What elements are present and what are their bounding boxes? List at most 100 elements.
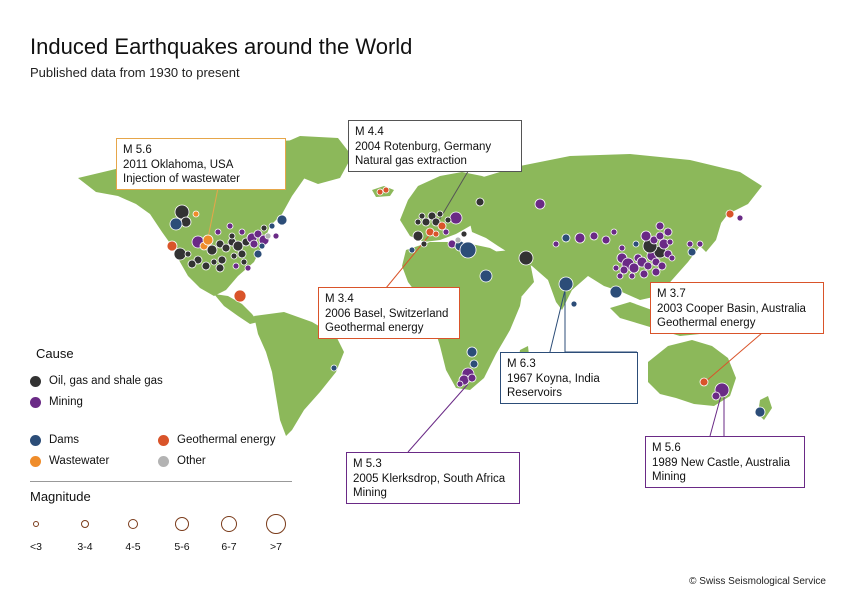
earthquake-marker — [534, 198, 546, 210]
earthquake-marker — [655, 231, 665, 241]
earthquake-marker — [444, 216, 452, 224]
earthquake-marker — [431, 217, 441, 227]
earthquake-marker — [169, 217, 183, 231]
legend-geothermal: Geothermal energy — [158, 434, 275, 446]
magnitude-circle-5-6 — [175, 517, 189, 531]
earthquake-marker — [193, 255, 203, 265]
legend-mining: Mining — [30, 396, 83, 408]
earthquake-marker — [427, 211, 437, 221]
earthquake-marker — [668, 254, 676, 262]
leader-cooper — [704, 332, 763, 383]
south-america-landmass — [254, 312, 344, 436]
legend-oil-gas-label: Oil, gas and shale gas — [49, 375, 163, 387]
earthquake-marker — [180, 216, 192, 228]
legend-dams-swatch — [30, 434, 41, 446]
earthquake-marker — [217, 255, 227, 265]
legend-divider — [30, 481, 292, 482]
uk-landmass — [408, 198, 420, 222]
earthquake-marker — [376, 188, 384, 196]
earthquake-marker — [237, 249, 247, 259]
earthquake-marker — [651, 267, 661, 277]
earthquake-marker — [258, 242, 266, 250]
earthquake-marker — [561, 233, 571, 243]
map-subtitle: Published data from 1930 to present — [30, 65, 240, 80]
earthquake-marker — [244, 264, 252, 272]
earthquake-marker — [552, 240, 560, 248]
earthquake-marker — [166, 240, 178, 252]
callout-oklahoma-event: 2011 Oklahoma, USA — [123, 158, 234, 171]
copyright-notice: © Swiss Seismological Service — [689, 576, 826, 587]
africa-landmass — [402, 242, 524, 390]
legend-magnitude-title: Magnitude — [30, 489, 91, 504]
earthquake-marker — [272, 232, 280, 240]
earthquake-marker — [466, 346, 478, 358]
earthquake-marker — [240, 258, 248, 266]
greenland-landmass — [268, 136, 352, 184]
magnitude-label-5-6: 5-6 — [174, 541, 190, 553]
earthquake-marker — [628, 262, 640, 274]
callout-newcastle-event: 1989 New Castle, Australia — [652, 456, 791, 469]
earthquake-marker — [418, 212, 426, 220]
legend-dams: Dams — [30, 434, 79, 446]
legend-wastewater: Wastewater — [30, 455, 109, 467]
callout-koyna-event: 1967 Koyna, India — [507, 372, 600, 385]
earthquake-marker — [260, 224, 268, 232]
leader-koyna-diag — [547, 289, 566, 361]
earthquake-marker — [640, 230, 652, 242]
callout-klerksdorp-event: 2005 Klerksdrop, South Africa — [353, 472, 506, 485]
earthquake-marker — [187, 259, 197, 269]
callout-klerksdorp: M 5.3 2005 Klerksdrop, South Africa Mini… — [346, 452, 520, 504]
earthquake-marker — [232, 240, 244, 252]
earthquake-marker — [609, 285, 623, 299]
callout-cooper-magnitude: M 3.7 — [657, 288, 686, 300]
earthquake-marker — [202, 234, 214, 246]
earthquake-marker — [253, 229, 263, 239]
earthquake-marker — [686, 240, 694, 248]
leader-klerksdorp — [407, 383, 469, 453]
earthquake-marker — [330, 364, 338, 372]
earthquake-marker — [589, 231, 599, 241]
earthquake-marker — [475, 197, 485, 207]
earthquake-marker — [666, 238, 674, 246]
legend-other-label: Other — [177, 455, 206, 467]
legend-wastewater-label: Wastewater — [49, 455, 110, 467]
earthquake-marker — [449, 211, 463, 225]
earthquake-marker — [460, 230, 468, 238]
earthquake-marker — [436, 210, 444, 218]
earthquake-marker — [214, 228, 222, 236]
earthquake-marker — [249, 239, 259, 249]
earthquake-marker — [570, 300, 578, 308]
earthquake-marker — [639, 269, 649, 279]
earthquake-marker — [432, 230, 440, 238]
callout-rotenburg-magnitude: M 4.4 — [355, 126, 384, 138]
callout-koyna: M 6.3 1967 Koyna, India Reservoirs — [500, 352, 638, 404]
earthquake-marker — [226, 222, 234, 230]
earthquake-marker — [232, 262, 240, 270]
callout-cooper-event: 2003 Cooper Basin, Australia — [657, 302, 806, 315]
earthquake-marker — [420, 240, 428, 248]
earthquake-marker — [228, 232, 236, 240]
earthquake-marker — [442, 228, 450, 236]
earthquake-marker — [657, 261, 667, 271]
magnitude-circle-gt7 — [266, 514, 286, 534]
callout-rotenburg: M 4.4 2004 Rotenburg, Germany Natural ga… — [348, 120, 522, 172]
earthquake-marker — [699, 377, 709, 387]
earthquake-marker — [618, 244, 626, 252]
earthquake-marker — [687, 247, 697, 257]
earthquake-marker — [632, 240, 640, 248]
callout-klerksdorp-magnitude: M 5.3 — [353, 458, 382, 470]
callout-oklahoma-cause: Injection of wastewater — [123, 173, 240, 185]
magnitude-label-3-4: 3-4 — [77, 541, 93, 553]
leader-rotenburg — [437, 167, 471, 223]
earthquake-marker — [616, 272, 624, 280]
callout-newcastle-magnitude: M 5.6 — [652, 442, 681, 454]
earthquake-marker — [221, 243, 231, 253]
earthquake-marker — [421, 217, 431, 227]
earthquake-marker — [206, 244, 218, 256]
earthquake-marker — [459, 241, 477, 259]
earthquake-marker — [736, 214, 744, 222]
earthquake-marker — [711, 391, 721, 401]
earthquake-marker — [215, 239, 225, 249]
earthquake-marker — [215, 263, 225, 273]
legend-wastewater-swatch — [30, 455, 41, 467]
